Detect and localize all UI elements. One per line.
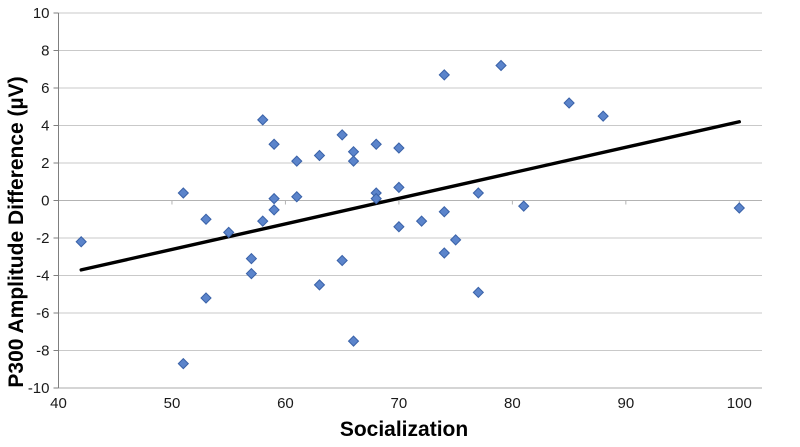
data-point-marker: [733, 202, 746, 214]
data-point-marker: [313, 149, 326, 162]
x-tick-label: 70: [391, 395, 408, 412]
data-point-marker: [313, 279, 326, 291]
x-tick-label: 40: [50, 395, 67, 412]
data-point-marker: [370, 192, 382, 205]
y-tick-label: 0: [41, 193, 49, 210]
x-tick-label: 80: [504, 395, 521, 412]
data-point-marker: [347, 335, 360, 347]
y-tick-label: 2: [41, 155, 49, 172]
data-point-marker: [222, 226, 235, 239]
data-point-marker: [291, 191, 303, 203]
data-point-marker: [268, 204, 280, 216]
data-point-marker: [268, 138, 280, 150]
data-point-marker: [200, 292, 212, 304]
data-point-marker: [370, 138, 382, 150]
x-tick-label: 100: [727, 395, 752, 412]
data-point-marker: [347, 146, 360, 158]
data-point-marker: [393, 142, 405, 154]
y-tick-label: 10: [33, 5, 50, 22]
y-tick-label: -8: [36, 343, 49, 360]
x-tick-label: 60: [277, 395, 294, 412]
y-axis-title: P300 Amplitude Difference (µV): [5, 76, 28, 388]
y-tick-label: 4: [41, 118, 49, 135]
x-tick-label: 90: [617, 395, 634, 412]
x-axis-title: Socialization: [339, 418, 469, 441]
data-point-marker: [245, 252, 258, 265]
data-point-marker: [347, 155, 360, 167]
y-tick-label: 8: [41, 43, 49, 60]
data-point-marker: [268, 192, 280, 205]
trend-line: [79, 120, 742, 272]
data-point-marker: [393, 181, 405, 194]
data-point-marker: [438, 247, 450, 259]
data-point-marker: [75, 236, 87, 248]
y-tick-label: 6: [41, 80, 49, 97]
data-point-marker: [415, 215, 428, 227]
data-point-marker: [291, 155, 303, 167]
y-tick-label: -4: [36, 268, 49, 285]
y-tick-label: -6: [36, 305, 49, 322]
data-point-marker: [495, 59, 507, 72]
data-point-marker: [518, 200, 530, 212]
data-point-marker: [177, 357, 190, 370]
data-point-marker: [257, 114, 269, 126]
data-point-marker: [393, 221, 405, 233]
y-tick-label: -2: [36, 230, 49, 247]
data-point-marker: [245, 267, 258, 280]
x-tick-label: 50: [164, 395, 181, 412]
data-point-marker: [472, 286, 485, 299]
data-point-marker: [200, 213, 212, 225]
data-point-marker: [472, 187, 485, 199]
data-point-marker: [257, 215, 269, 227]
data-point-marker: [177, 187, 190, 199]
data-point-marker: [449, 234, 462, 246]
data-point-marker: [597, 110, 609, 122]
data-point-marker: [336, 254, 348, 267]
y-tick-label: -10: [28, 380, 50, 397]
data-point-marker: [336, 129, 348, 141]
data-point-marker: [438, 69, 450, 81]
data-point-marker: [438, 206, 450, 218]
data-point-marker: [563, 97, 575, 109]
